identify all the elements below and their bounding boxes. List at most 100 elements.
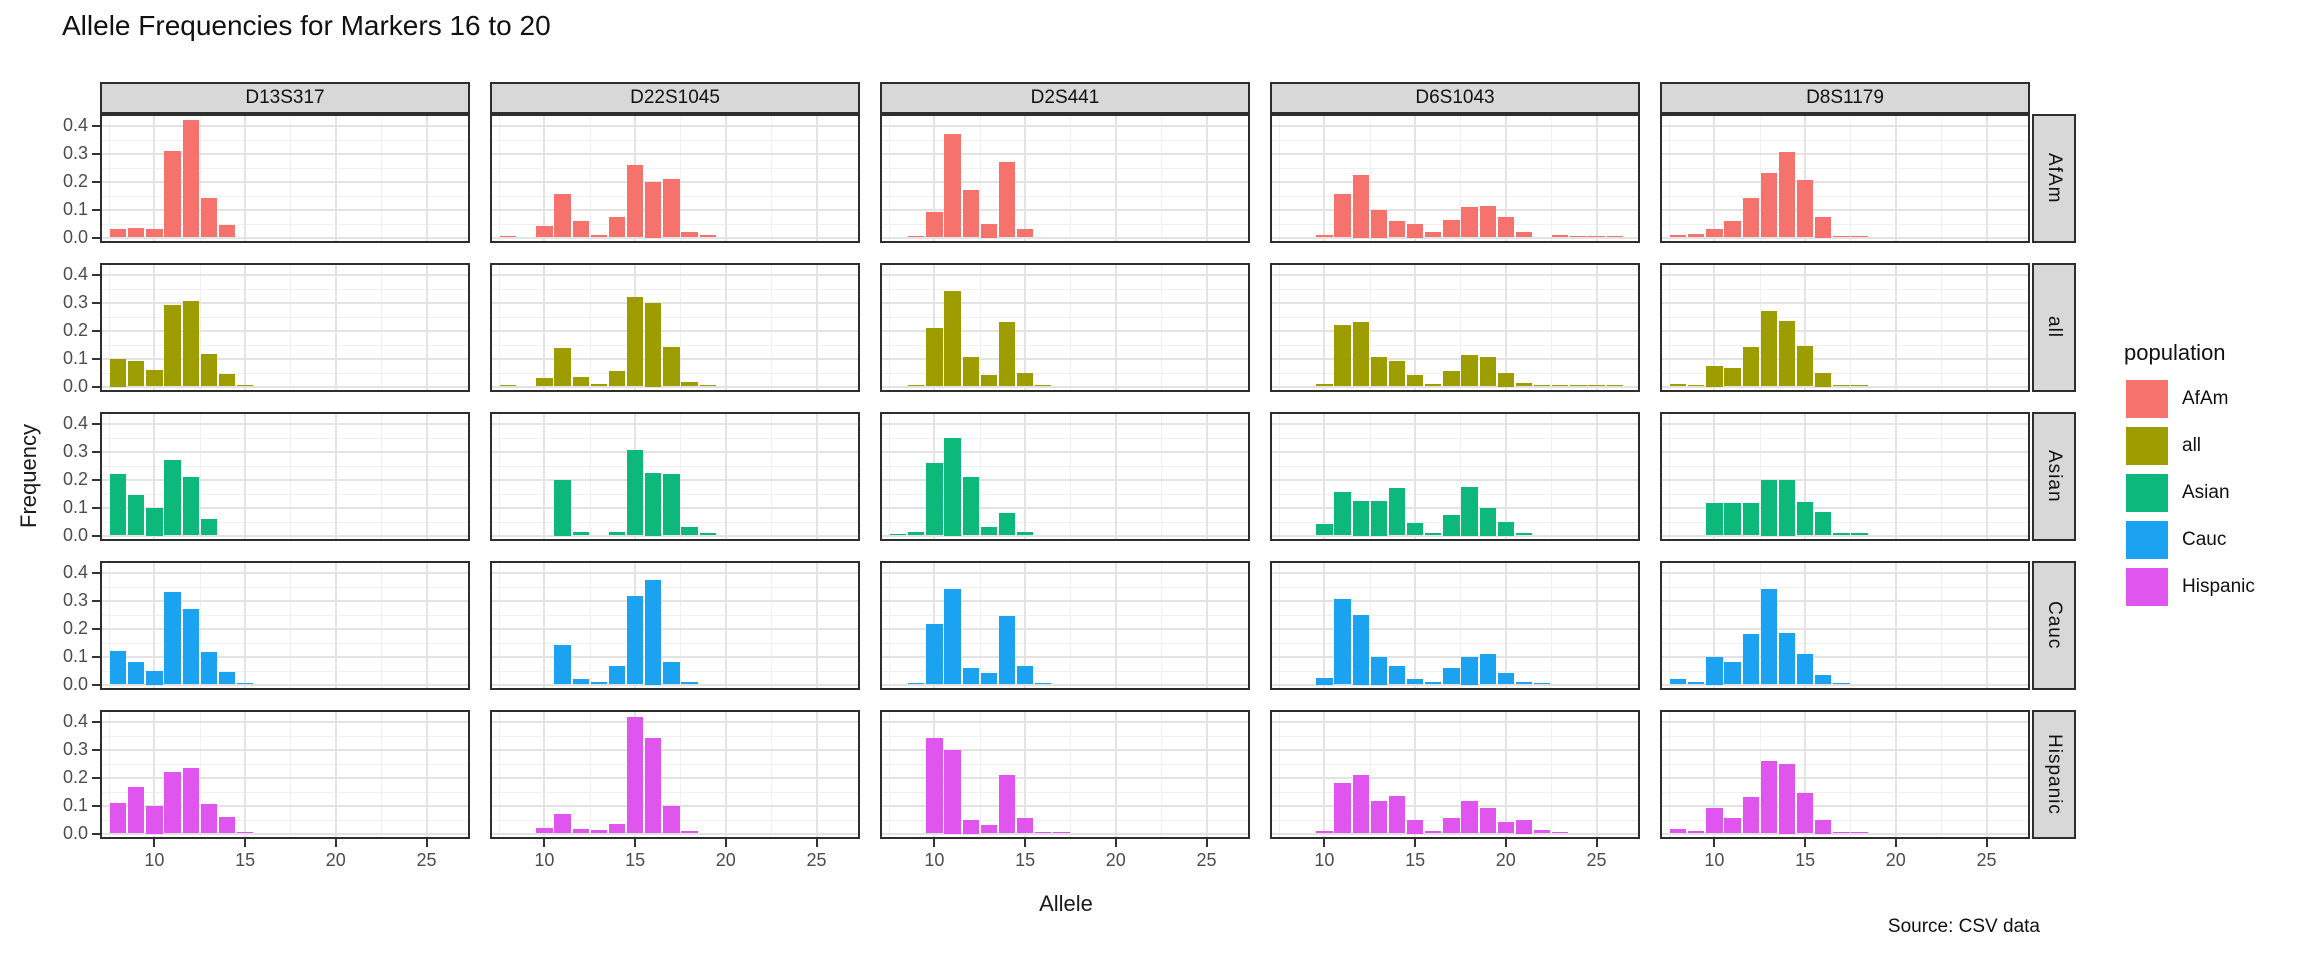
bar-allele-12 bbox=[962, 667, 979, 685]
x-tick-mark bbox=[1713, 839, 1716, 847]
gridline-y-minor bbox=[102, 195, 468, 197]
bar-allele-22 bbox=[1533, 385, 1551, 387]
bar-allele-10 bbox=[536, 378, 553, 387]
gridline-y-major bbox=[882, 571, 1248, 574]
gridline-y-minor bbox=[882, 195, 1248, 197]
bar-allele-14 bbox=[1388, 666, 1406, 685]
gridline-y-major bbox=[1272, 329, 1638, 332]
gridline-x-minor bbox=[1669, 712, 1671, 837]
facet-panel-d13s317-asian bbox=[100, 412, 470, 541]
x-tick-mark bbox=[1323, 839, 1326, 847]
bar-allele-9 bbox=[128, 662, 145, 685]
gridline-x-major bbox=[724, 414, 727, 539]
bar-allele-10 bbox=[146, 369, 163, 387]
gridline-y-minor bbox=[102, 614, 468, 616]
gridline-x-minor bbox=[1669, 265, 1671, 390]
gridline-x-minor bbox=[1070, 712, 1072, 837]
bar-allele-24 bbox=[1570, 385, 1587, 387]
gridline-y-minor bbox=[1662, 288, 2028, 290]
bar-allele-19 bbox=[699, 384, 716, 387]
y-tick-mark bbox=[92, 683, 100, 686]
gridline-y-major bbox=[882, 804, 1248, 807]
bar-allele-16 bbox=[1815, 674, 1832, 685]
y-tick-label: 0.1 bbox=[62, 645, 88, 666]
gridline-y-minor bbox=[882, 223, 1248, 225]
bar-allele-21 bbox=[1515, 819, 1533, 834]
gridline-x-minor bbox=[199, 414, 201, 539]
facet-panel-d2s441-all bbox=[880, 263, 1250, 392]
gridline-y-minor bbox=[102, 372, 468, 374]
bar-allele-17 bbox=[1833, 235, 1850, 238]
bar-allele-21 bbox=[1515, 681, 1533, 685]
gridline-x-major bbox=[1504, 265, 1507, 390]
y-tick-mark bbox=[92, 124, 100, 127]
bar-allele-16 bbox=[1425, 533, 1442, 536]
gridline-y-major bbox=[1272, 506, 1638, 509]
gridline-x-minor bbox=[1850, 265, 1852, 390]
gridline-y-minor bbox=[1662, 521, 2028, 523]
bar-allele-10 bbox=[536, 226, 553, 238]
bar-allele-11 bbox=[164, 592, 181, 685]
bar-allele-19 bbox=[699, 234, 716, 238]
gridline-y-major bbox=[1272, 627, 1638, 630]
gridline-y-minor bbox=[1272, 791, 1638, 793]
bar-allele-9 bbox=[128, 228, 145, 238]
bar-allele-18 bbox=[681, 382, 698, 387]
gridline-x-minor bbox=[109, 414, 111, 539]
gridline-y-minor bbox=[102, 167, 468, 169]
bar-allele-17 bbox=[1833, 532, 1850, 536]
gridline-y-minor bbox=[1272, 642, 1638, 644]
bar-allele-10 bbox=[1316, 383, 1333, 387]
bar-allele-14 bbox=[218, 671, 236, 685]
gridline-y-minor bbox=[102, 139, 468, 141]
gridline-y-minor bbox=[102, 493, 468, 495]
bar-allele-11 bbox=[944, 437, 961, 536]
gridline-x-minor bbox=[771, 414, 773, 539]
bar-allele-14 bbox=[998, 161, 1016, 238]
column-strip-d2s441: D2S441 bbox=[880, 82, 1250, 114]
gridline-y-major bbox=[1662, 571, 2028, 574]
gridline-y-minor bbox=[102, 791, 468, 793]
bar-allele-23 bbox=[1552, 832, 1569, 834]
gridline-x-major bbox=[724, 116, 727, 241]
gridline-y-major bbox=[492, 236, 858, 239]
bar-allele-22 bbox=[1533, 829, 1551, 834]
gridline-y-minor bbox=[492, 167, 858, 169]
gridline-x-major bbox=[1114, 116, 1117, 241]
bar-allele-10 bbox=[1706, 656, 1723, 685]
gridline-x-major bbox=[1024, 414, 1027, 539]
column-strip-label: D13S317 bbox=[245, 87, 325, 108]
gridline-x-minor bbox=[680, 265, 682, 390]
gridline-y-minor bbox=[102, 642, 468, 644]
gridline-y-minor bbox=[102, 521, 468, 523]
bar-allele-17 bbox=[1053, 832, 1070, 834]
gridline-x-minor bbox=[589, 116, 591, 241]
bar-allele-12 bbox=[572, 221, 589, 238]
bar-allele-13 bbox=[590, 830, 607, 834]
gridline-x-minor bbox=[979, 414, 981, 539]
gridline-x-minor bbox=[199, 712, 201, 837]
gridline-x-minor bbox=[889, 563, 891, 688]
y-tick-label: 0.2 bbox=[62, 319, 88, 340]
gridline-x-major bbox=[244, 116, 247, 241]
bar-allele-16 bbox=[1035, 683, 1052, 685]
legend-title: population bbox=[2124, 340, 2226, 365]
bar-allele-12 bbox=[182, 119, 199, 238]
bar-allele-11 bbox=[164, 150, 181, 238]
gridline-y-major bbox=[882, 357, 1248, 360]
bar-allele-16 bbox=[1815, 819, 1832, 834]
facet-panel-d6s1043-asian bbox=[1270, 412, 1640, 541]
bar-allele-18 bbox=[1851, 532, 1868, 536]
gridline-x-major bbox=[244, 712, 247, 837]
bar-allele-12 bbox=[572, 829, 589, 834]
bar-allele-13 bbox=[200, 198, 217, 238]
gridline-y-minor bbox=[1272, 167, 1638, 169]
gridline-x-minor bbox=[1369, 414, 1371, 539]
gridline-x-minor bbox=[199, 563, 201, 688]
bar-allele-13 bbox=[200, 804, 217, 834]
gridline-y-minor bbox=[492, 791, 858, 793]
gridline-y-major bbox=[1272, 832, 1638, 835]
bar-allele-13 bbox=[1760, 479, 1777, 536]
y-tick-mark bbox=[92, 655, 100, 658]
y-tick-mark bbox=[92, 208, 100, 211]
